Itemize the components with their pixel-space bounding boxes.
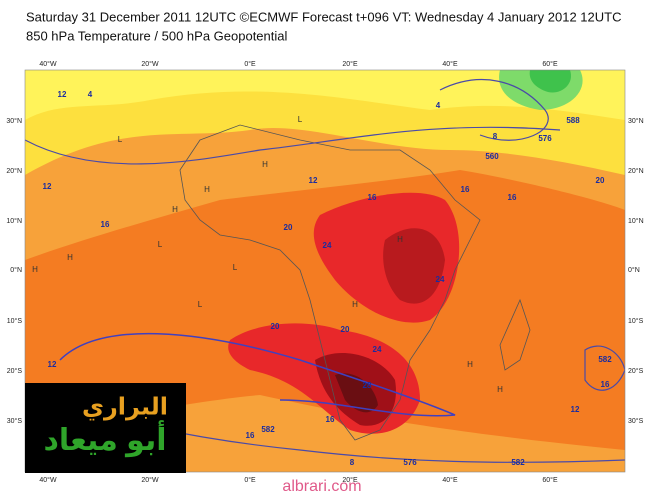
lat-label: 30°N <box>628 117 644 125</box>
lat-label: 0°N <box>10 266 22 274</box>
lat-label: 20°S <box>7 367 23 375</box>
lon-label: 40°W <box>39 476 57 484</box>
lon-label: 20°W <box>141 60 159 68</box>
contour-label: 16 <box>601 380 610 389</box>
contour-label: 12 <box>571 405 580 414</box>
contour-label: 16 <box>461 185 470 194</box>
contour-label: 20 <box>271 322 280 331</box>
lon-label: 20°E <box>342 476 358 484</box>
contour-label: 28 <box>363 381 372 390</box>
contour-label: 20 <box>284 223 293 232</box>
pressure-mark: H <box>204 185 210 194</box>
header-line: Saturday 31 December 2011 12UTC ©ECMWF F… <box>26 9 621 24</box>
lat-label: 0°N <box>628 266 640 274</box>
contour-label: 16 <box>508 193 517 202</box>
lon-label: 20°W <box>141 476 159 484</box>
contour-label: 16 <box>326 415 335 424</box>
contour-label: 24 <box>373 345 382 354</box>
contour-label: 576 <box>403 458 417 467</box>
contour-label: 588 <box>566 116 580 125</box>
logo-text: البراري <box>82 393 168 420</box>
lon-label: 0°E <box>244 60 256 68</box>
contour-label: 8 <box>350 458 355 467</box>
pressure-mark: L <box>198 300 203 309</box>
contour-label: 576 <box>538 134 552 143</box>
logo-text: أبو ميعاد <box>43 420 166 457</box>
lat-label: 10°N <box>628 217 644 225</box>
contour-label: 4 <box>88 90 93 99</box>
lon-label: 0°E <box>244 476 256 484</box>
contour-label: 560 <box>485 152 499 161</box>
lat-label: 10°S <box>628 317 644 325</box>
map-frame <box>24 69 626 473</box>
contour-label: 12 <box>48 360 57 369</box>
contour-label: 12 <box>309 176 318 185</box>
pressure-mark: H <box>352 300 358 309</box>
lat-label: 30°S <box>7 417 23 425</box>
pressure-mark: H <box>32 265 38 274</box>
lat-label: 30°N <box>6 117 22 125</box>
logo-box <box>25 383 186 473</box>
header-line: 850 hPa Temperature / 500 hPa Geopotenti… <box>26 28 288 43</box>
contour-label: 8 <box>493 132 498 141</box>
contour-label: 24 <box>323 241 332 250</box>
lat-label: 20°S <box>628 367 644 375</box>
contour-label: 20 <box>341 325 350 334</box>
pressure-mark: L <box>298 115 303 124</box>
pressure-mark: H <box>67 253 73 262</box>
contour-label: 582 <box>598 355 612 364</box>
lat-label: 20°N <box>628 167 644 175</box>
lon-label: 60°E <box>542 476 558 484</box>
lon-label: 40°W <box>39 60 57 68</box>
lat-label: 30°S <box>628 417 644 425</box>
labels: 40°W 40°W 20°W 20°W 0°E 0°E 20°E 20°E 40°E 40°E 60… <box>6 60 643 484</box>
pressure-mark: L <box>158 240 163 249</box>
pressure-mark: H <box>262 160 268 169</box>
contour-label: 24 <box>436 275 445 284</box>
contour-label: 16 <box>246 431 255 440</box>
contour-label: 12 <box>43 182 52 191</box>
pressure-mark: L <box>233 263 238 272</box>
contour-label: 582 <box>511 458 525 467</box>
lon-label: 20°E <box>342 60 358 68</box>
contour-label: 4 <box>436 101 441 110</box>
pressure-mark: H <box>172 205 178 214</box>
lat-label: 20°N <box>6 167 22 175</box>
lon-label: 40°E <box>442 476 458 484</box>
pressure-mark: H <box>467 360 473 369</box>
watermark: albrari.com <box>282 478 361 495</box>
contour-label: 16 <box>101 220 110 229</box>
contour-label: 20 <box>596 176 605 185</box>
pressure-mark: H <box>497 385 503 394</box>
lat-label: 10°S <box>7 317 23 325</box>
contour-label: 12 <box>58 90 67 99</box>
contour-label: 16 <box>368 193 377 202</box>
contour-label: 582 <box>261 425 275 434</box>
pressure-mark: L <box>118 135 123 144</box>
lon-label: 40°E <box>442 60 458 68</box>
pressure-mark: H <box>397 235 403 244</box>
lon-label: 60°E <box>542 60 558 68</box>
lat-label: 10°N <box>6 217 22 225</box>
